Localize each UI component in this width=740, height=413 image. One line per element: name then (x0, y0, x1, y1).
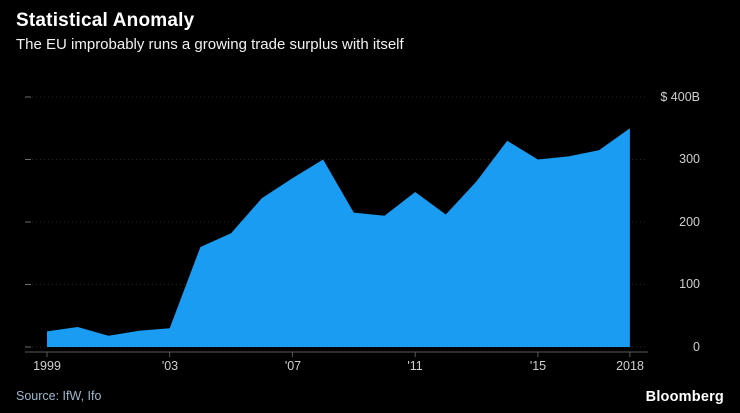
x-axis-label-15: '15 (529, 359, 547, 373)
y-axis-label-200: 200 (679, 215, 700, 229)
bloomberg-logo: Bloomberg (645, 389, 724, 405)
chart-title: Statistical Anomaly (16, 10, 195, 31)
trade-surplus-area-series (47, 128, 630, 347)
y-axis-label-300: 300 (679, 152, 700, 166)
chart-header: Statistical Anomaly The EU improbably ru… (16, 10, 404, 53)
x-axis-label-03: '03 (161, 359, 179, 373)
y-axis-label-400: $ 400B (660, 90, 700, 104)
x-axis-label-1999: 1999 (33, 359, 61, 373)
source-text: Source: IfW, Ifo (16, 389, 102, 403)
chart-subtitle: The EU improbably runs a growing trade s… (16, 36, 404, 53)
x-axis-label-07: '07 (284, 359, 302, 373)
y-axis-label-0: 0 (693, 340, 700, 354)
x-axis-label-2018: 2018 (616, 359, 644, 373)
y-axis-label-100: 100 (679, 277, 700, 291)
x-axis-label-11: '11 (407, 359, 423, 373)
